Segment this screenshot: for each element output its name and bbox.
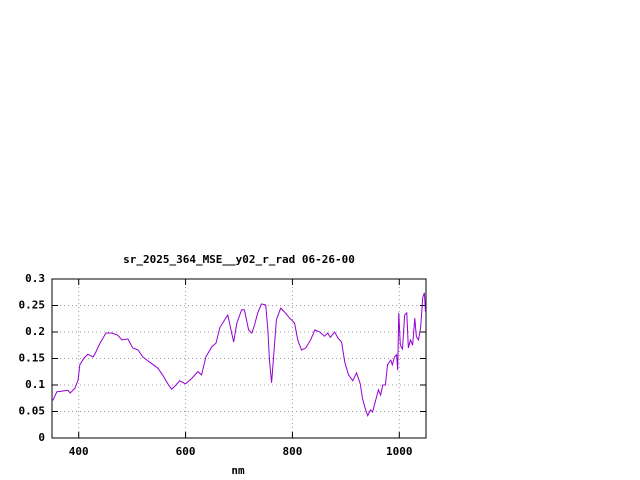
data-line (51, 292, 426, 418)
x-tick-label: 400 (69, 445, 89, 458)
chart-title: sr_2025_364_MSE__y02_r_rad 06-26-00 (123, 253, 355, 266)
x-tick-label: 600 (176, 445, 196, 458)
plot-border (51, 278, 427, 439)
y-tick-label: 0.25 (19, 299, 46, 312)
x-tick-label: 1000 (386, 445, 413, 458)
y-tick-label: 0.1 (25, 378, 45, 391)
x-tick-label: 800 (282, 445, 302, 458)
y-tick-label: 0.2 (25, 325, 45, 338)
x-axis-label: nm (231, 464, 245, 477)
y-tick-label: 0.3 (25, 272, 45, 285)
y-tick-label: 0.05 (19, 405, 46, 418)
y-tick-label: 0.15 (19, 352, 46, 365)
y-tick-label: 0 (38, 431, 45, 444)
